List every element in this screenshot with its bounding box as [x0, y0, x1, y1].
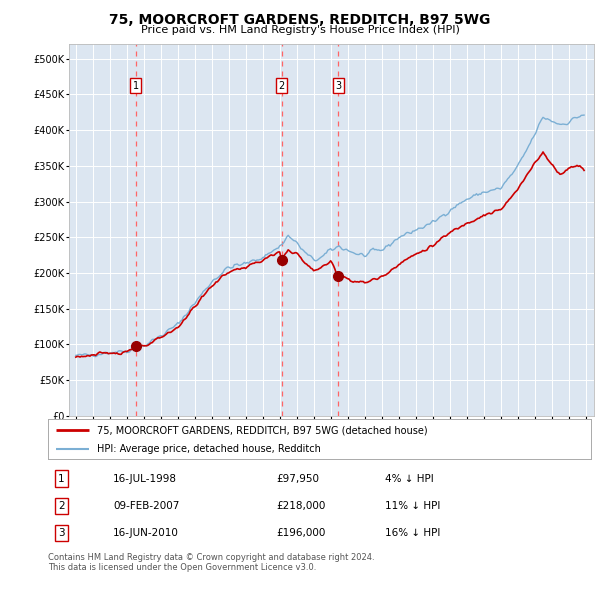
Text: 1: 1 — [133, 81, 139, 91]
Text: £218,000: £218,000 — [276, 501, 325, 511]
Text: 75, MOORCROFT GARDENS, REDDITCH, B97 5WG: 75, MOORCROFT GARDENS, REDDITCH, B97 5WG — [109, 13, 491, 27]
Text: 3: 3 — [335, 81, 341, 91]
Text: 11% ↓ HPI: 11% ↓ HPI — [385, 501, 440, 511]
Text: 3: 3 — [58, 528, 65, 538]
Text: 16-JUL-1998: 16-JUL-1998 — [113, 474, 177, 484]
Text: 2: 2 — [278, 81, 284, 91]
Text: £97,950: £97,950 — [276, 474, 319, 484]
Text: 16% ↓ HPI: 16% ↓ HPI — [385, 528, 440, 538]
Text: 4% ↓ HPI: 4% ↓ HPI — [385, 474, 433, 484]
Text: 09-FEB-2007: 09-FEB-2007 — [113, 501, 179, 511]
Text: £196,000: £196,000 — [276, 528, 325, 538]
Text: 2: 2 — [58, 501, 65, 511]
Text: Price paid vs. HM Land Registry's House Price Index (HPI): Price paid vs. HM Land Registry's House … — [140, 25, 460, 35]
Text: 16-JUN-2010: 16-JUN-2010 — [113, 528, 179, 538]
Text: Contains HM Land Registry data © Crown copyright and database right 2024.
This d: Contains HM Land Registry data © Crown c… — [48, 553, 374, 572]
Text: 75, MOORCROFT GARDENS, REDDITCH, B97 5WG (detached house): 75, MOORCROFT GARDENS, REDDITCH, B97 5WG… — [97, 425, 427, 435]
Text: 1: 1 — [58, 474, 65, 484]
Text: HPI: Average price, detached house, Redditch: HPI: Average price, detached house, Redd… — [97, 444, 321, 454]
